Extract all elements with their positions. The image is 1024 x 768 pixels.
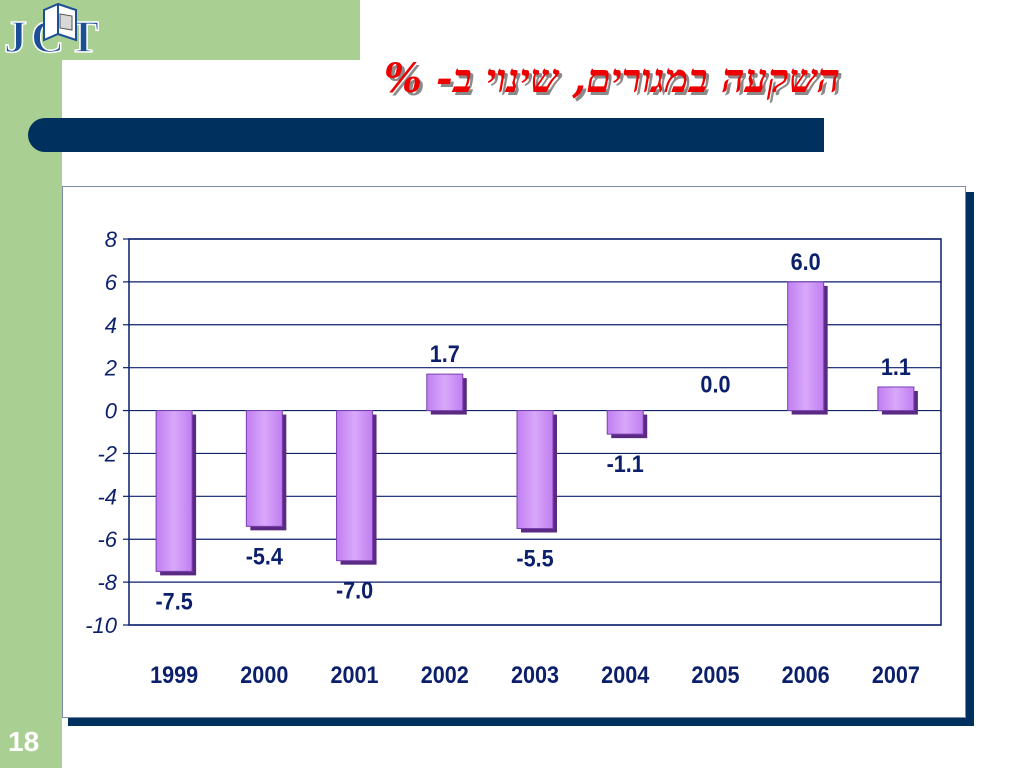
slide-title: השקעה במגורים, שינוי ב- % — [384, 55, 840, 102]
data-label: 6.0 — [791, 248, 821, 275]
sidebar — [0, 0, 62, 768]
bar — [245, 410, 283, 527]
book-icon — [43, 2, 77, 42]
y-tick-label: 8 — [105, 227, 118, 252]
y-tick-label: -4 — [97, 484, 117, 509]
x-tick-label: 2001 — [331, 661, 379, 688]
title-underline-bar — [28, 118, 824, 152]
chart-frame: 8 6 4 2 0 -2 -4 -6 -8 -10 -7.5 1999 -5.4 2000 -7.0 2001… — [62, 186, 966, 718]
y-tick-label: 4 — [105, 313, 117, 338]
x-tick-label: 2004 — [601, 661, 649, 688]
jct-logo: JCT — [3, 2, 100, 60]
y-tick-label: -8 — [97, 570, 117, 595]
y-tick-label: 2 — [104, 356, 117, 381]
x-tick-label: 2000 — [240, 661, 288, 688]
y-tick-label: -10 — [85, 613, 118, 638]
bar — [606, 410, 644, 435]
x-tick-label: 2005 — [691, 661, 739, 688]
y-tick-label: 0 — [105, 399, 118, 424]
bar-chart: 8 6 4 2 0 -2 -4 -6 -8 -10 -7.5 1999 -5.4 2000 -7.0 2001… — [85, 227, 942, 688]
data-label: 1.1 — [881, 353, 911, 380]
x-tick-label: 2007 — [872, 661, 920, 688]
y-tick-label: 6 — [105, 270, 118, 295]
data-label: -5.4 — [246, 542, 284, 569]
y-tick-label: -2 — [97, 441, 117, 466]
bar — [426, 373, 464, 412]
plot-border — [128, 238, 942, 626]
bar — [877, 386, 915, 412]
data-label: -1.1 — [607, 450, 645, 477]
data-label: 1.7 — [430, 340, 460, 367]
data-label: 0.0 — [700, 370, 730, 397]
y-tick-label: -6 — [97, 527, 117, 552]
x-tick-label: 2003 — [511, 661, 559, 688]
bar — [336, 410, 374, 562]
bar — [516, 410, 554, 529]
bar — [787, 281, 825, 412]
data-label: -5.5 — [516, 544, 554, 571]
data-label: -7.0 — [336, 577, 373, 604]
x-tick-label: 2002 — [421, 661, 469, 688]
bar — [155, 410, 193, 572]
x-tick-label: 2006 — [782, 661, 830, 688]
data-label: -7.5 — [156, 587, 194, 614]
x-tick-label: 1999 — [150, 661, 198, 688]
slide-number: 18 — [8, 726, 40, 757]
